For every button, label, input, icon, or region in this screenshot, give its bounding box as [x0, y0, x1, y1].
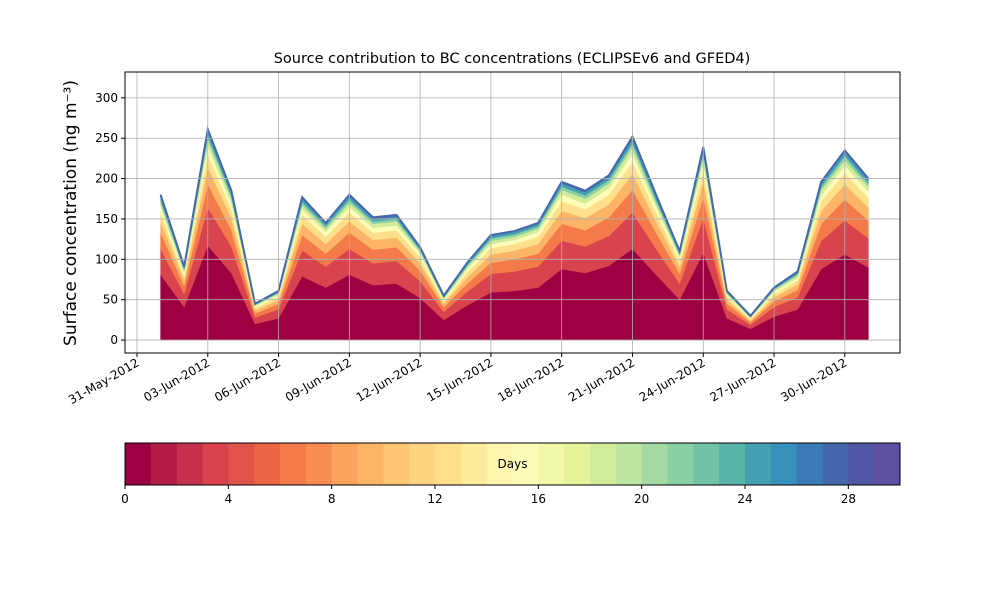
- colorbar-swatch: [667, 443, 694, 485]
- x-tick-label: 12-Jun-2012: [354, 355, 425, 404]
- colorbar-swatch: [641, 443, 668, 485]
- colorbar-swatch: [357, 443, 384, 485]
- colorbar-swatch: [770, 443, 798, 485]
- colorbar-swatch: [848, 443, 875, 485]
- colorbar-swatch: [254, 443, 281, 485]
- colorbar-swatch: [719, 443, 746, 485]
- colorbar-swatch: [745, 443, 772, 485]
- colorbar-swatch: [564, 443, 591, 485]
- x-tick-label: 18-Jun-2012: [495, 355, 566, 404]
- y-tick-label: 250: [95, 131, 118, 145]
- colorbar-swatch: [305, 443, 333, 485]
- colorbar-swatch: [822, 443, 849, 485]
- colorbar-tick-label: 12: [427, 492, 442, 506]
- colorbar-tick-label: 20: [634, 492, 649, 506]
- colorbar-swatch: [693, 443, 720, 485]
- colorbar-swatch: [228, 443, 255, 485]
- y-tick-label: 0: [110, 333, 118, 347]
- colorbar-tick-label: 4: [225, 492, 233, 506]
- colorbar-swatch: [874, 443, 901, 485]
- x-tick-label: 09-Jun-2012: [283, 355, 354, 404]
- colorbar-swatch: [590, 443, 617, 485]
- colorbar-swatch: [435, 443, 462, 485]
- x-tick-label: 03-Jun-2012: [141, 355, 212, 404]
- colorbar-tick-label: 8: [328, 492, 336, 506]
- colorbar-tick-label: 24: [737, 492, 752, 506]
- colorbar-swatch: [383, 443, 410, 485]
- plot-frame: [124, 71, 901, 354]
- colorbar-swatch: [331, 443, 358, 485]
- colorbar-swatch: [615, 443, 643, 485]
- colorbar-tick-label: 0: [121, 492, 129, 506]
- colorbar-swatch: [796, 443, 823, 485]
- y-tick-label: 150: [95, 212, 118, 226]
- y-tick-label: 50: [103, 293, 118, 307]
- colorbar-swatch: [150, 443, 178, 485]
- colorbar-swatch: [538, 443, 565, 485]
- y-tick-label: 300: [95, 91, 118, 105]
- colorbar-label: Days: [498, 457, 528, 471]
- colorbar-tick-label: 16: [531, 492, 546, 506]
- y-tick-label: 200: [95, 172, 118, 186]
- y-tick-label: 100: [95, 252, 118, 266]
- x-tick-label: 06-Jun-2012: [212, 355, 283, 404]
- chart-title: Source contribution to BC concentrations…: [274, 51, 751, 67]
- colorbar-swatch: [176, 443, 203, 485]
- colorbar-swatch: [280, 443, 307, 485]
- x-tick-label: 24-Jun-2012: [637, 355, 708, 404]
- colorbar-swatch: [512, 443, 539, 485]
- colorbar-swatch: [202, 443, 229, 485]
- x-tick-label: 15-Jun-2012: [424, 355, 495, 404]
- colorbar-swatch: [409, 443, 436, 485]
- y-axis-label: Surface concentration (ng m⁻³): [61, 80, 81, 346]
- colorbar-frame: [124, 442, 901, 486]
- colorbar-swatch: [486, 443, 513, 485]
- colorbar-tick-label: 28: [841, 492, 856, 506]
- colorbar-swatch: [460, 443, 488, 485]
- colorbar-swatch: [125, 443, 152, 485]
- x-tick-label: 27-Jun-2012: [708, 355, 779, 404]
- x-tick-label: 31-May-2012: [66, 355, 141, 407]
- x-tick-label: 21-Jun-2012: [566, 355, 637, 404]
- x-tick-label: 30-Jun-2012: [778, 355, 849, 404]
